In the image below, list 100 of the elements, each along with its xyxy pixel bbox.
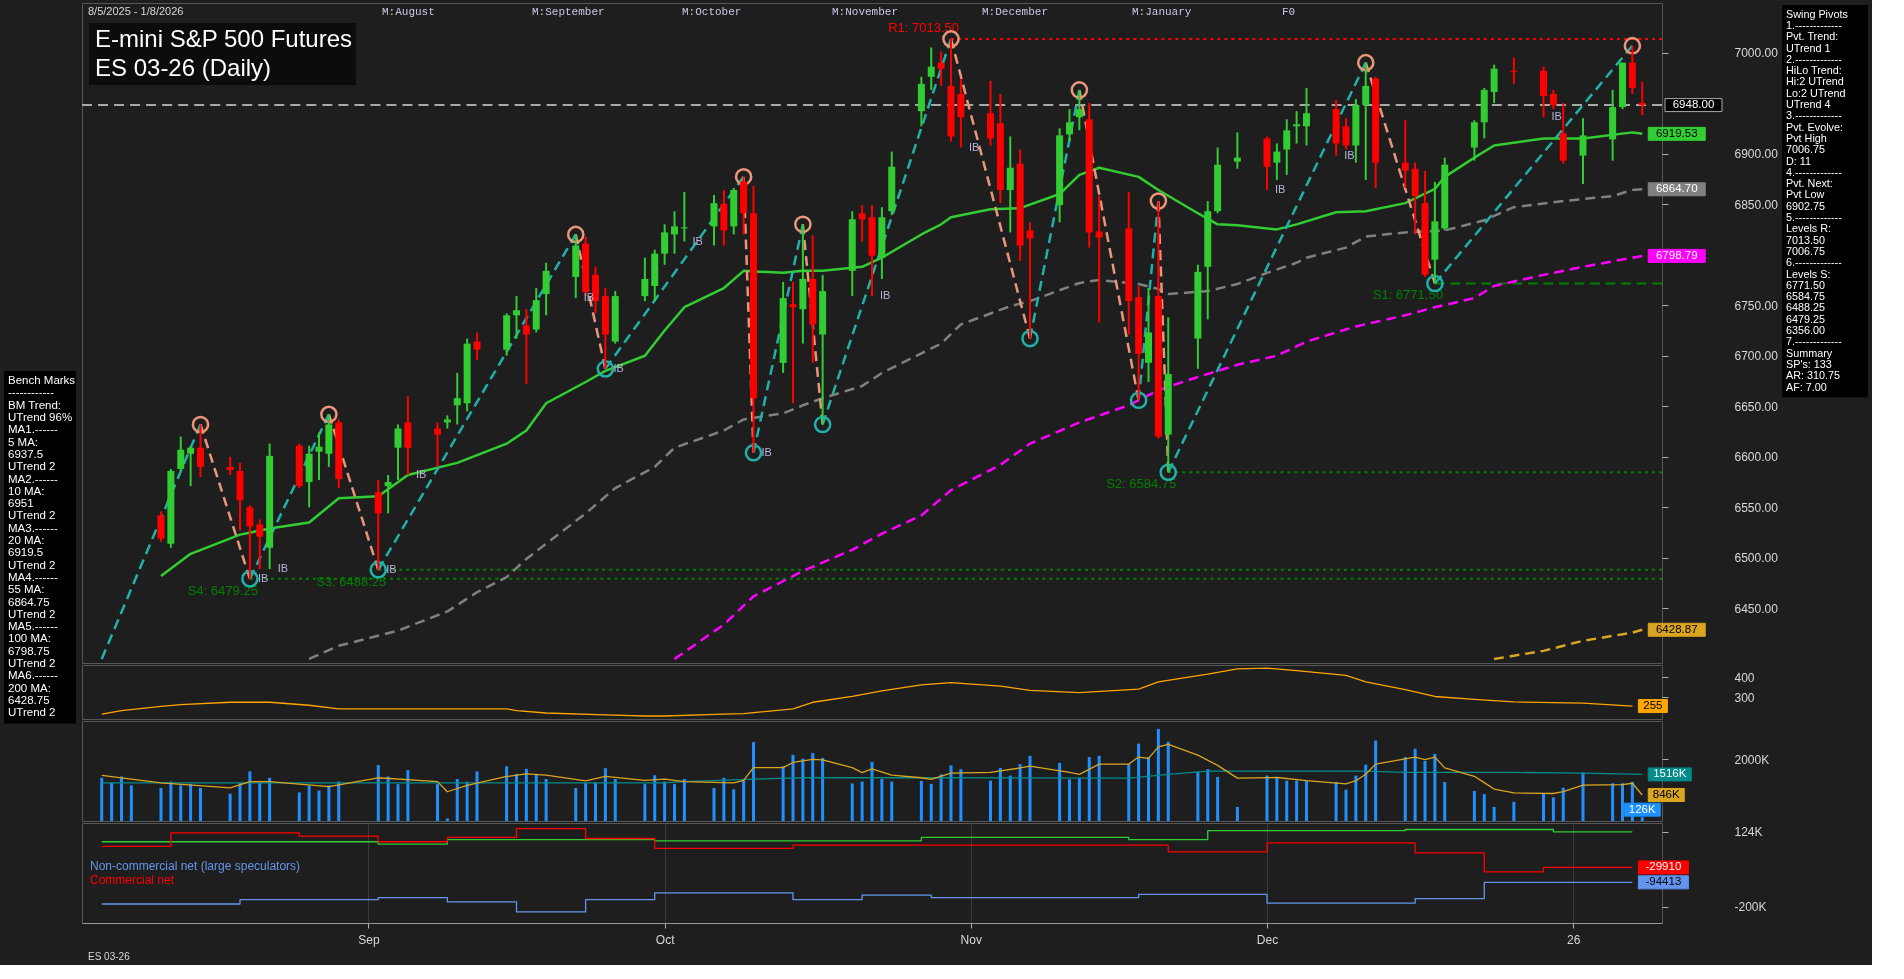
candlestick xyxy=(256,518,264,570)
candlestick xyxy=(197,423,204,479)
bar xyxy=(1611,783,1615,821)
bar xyxy=(436,784,439,821)
y-tick-label: 300 xyxy=(1734,690,1755,705)
candlestick xyxy=(246,504,254,580)
bar xyxy=(574,787,578,821)
point xyxy=(813,415,832,434)
bar xyxy=(959,769,963,821)
annotation: M:August xyxy=(382,6,435,18)
bar xyxy=(1423,760,1427,821)
bar xyxy=(1551,797,1555,821)
text: 6951 xyxy=(8,497,34,510)
point xyxy=(744,443,763,462)
text: HiLo Trend: xyxy=(1786,64,1842,77)
bar xyxy=(752,742,755,821)
candlestick xyxy=(1342,117,1350,151)
bar xyxy=(643,784,647,821)
bar xyxy=(850,783,854,821)
bar xyxy=(712,787,716,821)
candlestick xyxy=(374,479,382,571)
candlestick xyxy=(1293,110,1301,145)
candlestick xyxy=(1638,80,1646,117)
text: MA4.------ xyxy=(8,570,58,583)
annotation: M:September xyxy=(532,6,605,18)
data-label: -94413 xyxy=(1645,875,1682,888)
bar xyxy=(1127,764,1131,821)
text: 5 MA: xyxy=(8,435,39,448)
bar xyxy=(998,767,1002,821)
point xyxy=(566,225,585,244)
point xyxy=(191,415,210,434)
text: 6584.75 xyxy=(1786,290,1826,303)
candlestick xyxy=(1273,142,1281,181)
candlestick xyxy=(1233,131,1241,170)
text: ES 03-26 xyxy=(88,951,131,962)
bar xyxy=(603,768,607,821)
bar xyxy=(594,782,597,821)
candlestick xyxy=(858,204,866,243)
bar xyxy=(110,782,114,821)
annotation: M:October xyxy=(682,6,742,18)
data-label: 255 xyxy=(1643,699,1663,712)
y-tick-label: 400 xyxy=(1734,670,1755,685)
y-tick-label: 6450.00 xyxy=(1734,601,1779,616)
bar xyxy=(386,776,390,821)
candlestick xyxy=(177,435,185,472)
candlestick xyxy=(1549,88,1557,111)
text: ES 03-26 (Daily) xyxy=(95,54,272,81)
bar xyxy=(663,781,667,821)
candlestick xyxy=(1095,195,1103,324)
point xyxy=(1070,81,1089,99)
text: 6488.25 xyxy=(1786,301,1826,314)
bar xyxy=(534,773,538,821)
point xyxy=(1623,36,1642,55)
candlestick xyxy=(187,444,195,488)
bar xyxy=(1275,776,1279,821)
bar xyxy=(199,787,202,821)
bar xyxy=(1196,771,1200,821)
bar xyxy=(1542,793,1545,821)
x-tick-label: Dec xyxy=(1256,932,1279,947)
bar xyxy=(1561,787,1565,821)
text: 100 MA: xyxy=(8,632,51,645)
annotation: M:November xyxy=(832,6,899,18)
bar xyxy=(100,777,104,821)
bar xyxy=(653,775,657,821)
bar xyxy=(1364,764,1368,821)
bar xyxy=(732,789,736,821)
bar xyxy=(238,782,242,821)
bar xyxy=(317,790,321,821)
bar xyxy=(1028,755,1032,821)
text: D: 11 xyxy=(1786,154,1812,167)
ref-line-label: S1: 6771.50 xyxy=(1372,287,1443,303)
text: 6798.75 xyxy=(8,644,50,657)
bar xyxy=(1334,782,1338,821)
ref-line-label: 6948.00 xyxy=(1672,98,1715,111)
line-series xyxy=(673,254,1644,661)
text: UTrend 2 xyxy=(8,607,56,620)
bar xyxy=(327,785,331,821)
candlestick xyxy=(1303,86,1310,147)
bar xyxy=(1472,790,1476,821)
bar xyxy=(307,785,311,821)
text: 6864.75 xyxy=(8,595,50,608)
bar xyxy=(1206,769,1210,821)
candlestick xyxy=(1490,63,1498,105)
text: Swing Pivots xyxy=(1786,7,1849,20)
text: 10 MA: xyxy=(8,484,45,497)
bar xyxy=(860,781,864,821)
y-tick-label: 6850.00 xyxy=(1734,197,1779,212)
y-tick-label: 6700.00 xyxy=(1734,349,1779,364)
point xyxy=(1149,192,1168,210)
y-tick-label: 6650.00 xyxy=(1734,399,1779,414)
text: MA1.------ xyxy=(8,423,58,436)
bar xyxy=(1482,794,1486,821)
bar xyxy=(613,779,617,821)
bar xyxy=(722,777,726,821)
bar xyxy=(455,779,459,821)
candlestick xyxy=(1066,108,1073,143)
bar xyxy=(1216,776,1220,821)
text: Commercial net xyxy=(90,873,175,887)
annotation: IB xyxy=(257,571,269,584)
candlestick xyxy=(1362,61,1370,181)
